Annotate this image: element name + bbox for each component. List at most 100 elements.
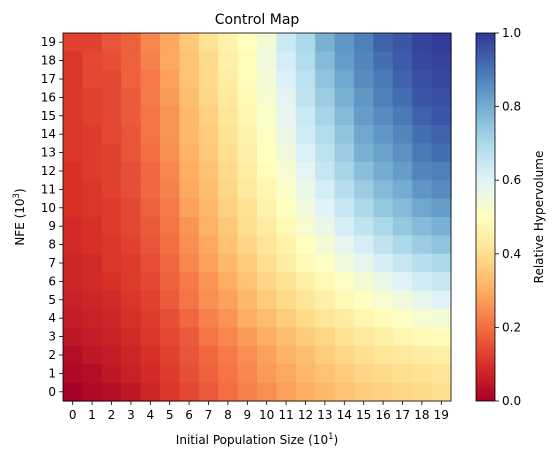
- heatmap-cell: [121, 143, 142, 163]
- y-tick-label: 10: [41, 201, 56, 215]
- heatmap-cell: [82, 364, 103, 384]
- heatmap-cell: [160, 51, 180, 71]
- heatmap-cell: [412, 327, 433, 347]
- x-tick-label: 19: [434, 408, 449, 422]
- heatmap-cell: [354, 309, 374, 328]
- heatmap-cell: [354, 33, 374, 52]
- heatmap-cell: [237, 382, 258, 402]
- heatmap-cell: [412, 88, 433, 108]
- heatmap-cell: [431, 309, 452, 328]
- heatmap-cell: [198, 106, 219, 126]
- heatmap-cell: [179, 327, 200, 347]
- heatmap-cell: [315, 51, 336, 71]
- heatmap-cell: [63, 235, 83, 255]
- heatmap-cell: [101, 51, 122, 71]
- heatmap-cell: [373, 272, 394, 292]
- heatmap-cell: [354, 235, 374, 255]
- heatmap-cell: [237, 161, 258, 181]
- heatmap-cell: [354, 345, 374, 365]
- heatmap-cell: [63, 382, 83, 402]
- heatmap-cell: [392, 198, 413, 218]
- heatmap-cell: [392, 253, 413, 273]
- heatmap-cell: [431, 106, 452, 126]
- heatmap-cell: [218, 235, 239, 255]
- heatmap-cell: [412, 106, 433, 126]
- heatmap-cell: [121, 345, 142, 365]
- heatmap-cell: [237, 253, 258, 273]
- heatmap-cell: [295, 327, 316, 347]
- heatmap-cell: [160, 125, 180, 144]
- heatmap-cell: [431, 180, 452, 200]
- colorbar-label: Relative Hypervolume: [532, 151, 546, 284]
- heatmap-cell: [354, 69, 374, 89]
- heatmap-cell: [392, 382, 413, 402]
- heatmap-cell: [373, 33, 394, 52]
- heatmap-cell: [237, 364, 258, 384]
- heatmap-cell: [257, 345, 277, 365]
- heatmap-cell: [412, 143, 433, 163]
- colorbar-tick-label: 0.0: [502, 394, 521, 408]
- heatmap-cell: [392, 180, 413, 200]
- heatmap-cell: [218, 217, 239, 236]
- y-tick-label: 15: [41, 109, 56, 123]
- heatmap-cell: [121, 69, 142, 89]
- heatmap-cell: [63, 161, 83, 181]
- heatmap-cell: [218, 161, 239, 181]
- x-tick-label: 6: [185, 408, 193, 422]
- heatmap-cell: [257, 161, 277, 181]
- heatmap-cell: [354, 364, 374, 384]
- heatmap-cell: [334, 125, 355, 144]
- x-tick-label: 4: [146, 408, 154, 422]
- heatmap-cell: [140, 309, 161, 328]
- heatmap-cell: [257, 327, 277, 347]
- y-axis-label-exponent: 3: [12, 193, 22, 198]
- heatmap-cell: [334, 143, 355, 163]
- heatmap-cell: [179, 161, 200, 181]
- heatmap-cell: [334, 88, 355, 108]
- heatmap-cell: [160, 272, 180, 292]
- heatmap-cell: [257, 382, 277, 402]
- heatmap-cell: [121, 217, 142, 236]
- heatmap-cell: [334, 198, 355, 218]
- heatmap-cell: [257, 272, 277, 292]
- heatmap-cell: [121, 88, 142, 108]
- heatmap-cell: [373, 290, 394, 310]
- heatmap-cell: [82, 272, 103, 292]
- heatmap-cell: [160, 143, 180, 163]
- heatmap-cell: [334, 253, 355, 273]
- heatmap-cell: [198, 217, 219, 236]
- heatmap-cell: [354, 180, 374, 200]
- heatmap-cell: [334, 364, 355, 384]
- heatmap-cell: [295, 309, 316, 328]
- heatmap-cell: [257, 143, 277, 163]
- heatmap-cell: [179, 272, 200, 292]
- heatmap-cell: [276, 327, 297, 347]
- heatmap-cell: [392, 327, 413, 347]
- heatmap-cell: [140, 235, 161, 255]
- plot-frame: [62, 32, 452, 402]
- heatmap-cell: [295, 272, 316, 292]
- heatmap-cell: [218, 69, 239, 89]
- heatmap-cell: [334, 327, 355, 347]
- heatmap-cell: [179, 125, 200, 144]
- heatmap-cell: [431, 327, 452, 347]
- heatmap-cell: [373, 125, 394, 144]
- x-tick-label: 0: [69, 408, 77, 422]
- heatmap-cell: [198, 364, 219, 384]
- heatmap-cell: [257, 290, 277, 310]
- heatmap-cell: [82, 88, 103, 108]
- heatmap-cell: [354, 290, 374, 310]
- heatmap-cell: [218, 345, 239, 365]
- x-tick-label: 13: [317, 408, 332, 422]
- heatmap-cell: [237, 198, 258, 218]
- heatmap-cell: [354, 217, 374, 236]
- heatmap-cell: [412, 364, 433, 384]
- heatmap-cell: [218, 180, 239, 200]
- heatmap-cell: [334, 235, 355, 255]
- y-axis-label: NFE (103): [12, 188, 27, 245]
- heatmap-cell: [82, 345, 103, 365]
- heatmap-cell: [218, 290, 239, 310]
- y-tick-label: 8: [48, 238, 56, 252]
- heatmap-cell: [257, 88, 277, 108]
